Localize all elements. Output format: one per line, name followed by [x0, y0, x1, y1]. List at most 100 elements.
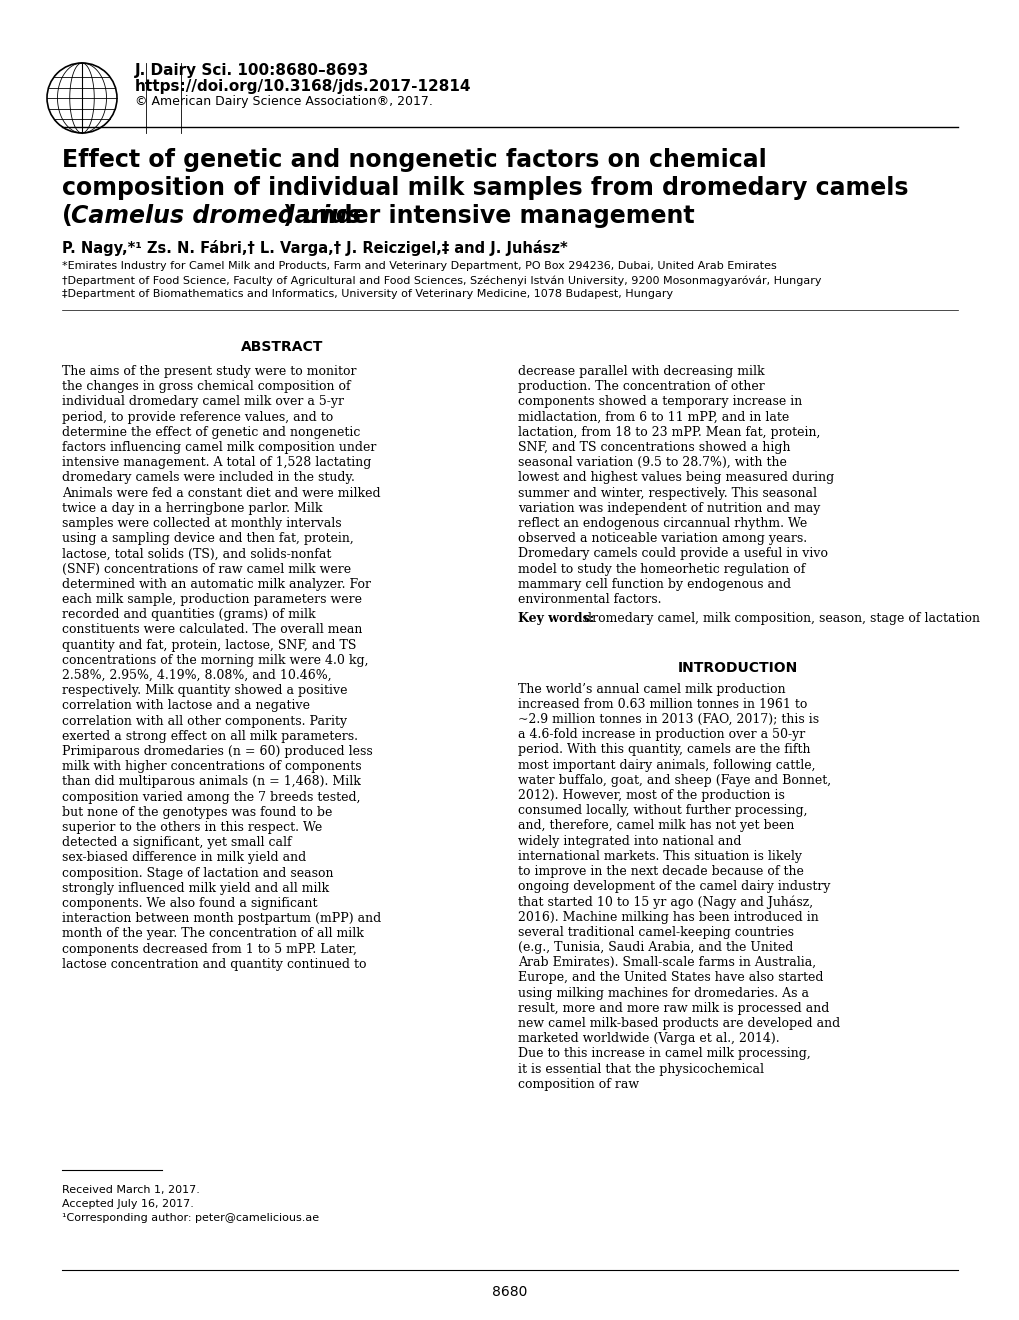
Text: https://doi.org/10.3168/jds.2017-12814: https://doi.org/10.3168/jds.2017-12814 [135, 79, 471, 94]
Text: 2016). Machine milking has been introduced in: 2016). Machine milking has been introduc… [518, 911, 818, 924]
Text: ) under intensive management: ) under intensive management [282, 205, 694, 228]
Text: Camelus dromedarius: Camelus dromedarius [71, 205, 361, 228]
Text: individual dromedary camel milk over a 5-yr: individual dromedary camel milk over a 5… [62, 396, 343, 408]
Text: milk with higher concentrations of components: milk with higher concentrations of compo… [62, 760, 362, 774]
Text: Received March 1, 2017.: Received March 1, 2017. [62, 1185, 200, 1195]
Text: twice a day in a herringbone parlor. Milk: twice a day in a herringbone parlor. Mil… [62, 502, 322, 515]
Text: determined with an automatic milk analyzer. For: determined with an automatic milk analyz… [62, 578, 371, 591]
Text: mammary cell function by endogenous and: mammary cell function by endogenous and [518, 578, 791, 591]
Text: 2.58%, 2.95%, 4.19%, 8.08%, and 10.46%,: 2.58%, 2.95%, 4.19%, 8.08%, and 10.46%, [62, 669, 331, 682]
Text: respectively. Milk quantity showed a positive: respectively. Milk quantity showed a pos… [62, 684, 347, 697]
Text: model to study the homeorhetic regulation of: model to study the homeorhetic regulatio… [518, 562, 805, 576]
Text: composition. Stage of lactation and season: composition. Stage of lactation and seas… [62, 867, 333, 879]
Text: quantity and fat, protein, lactose, SNF, and TS: quantity and fat, protein, lactose, SNF,… [62, 639, 356, 652]
Text: decrease parallel with decreasing milk: decrease parallel with decreasing milk [518, 366, 764, 378]
Text: †Department of Food Science, Faculty of Agricultural and Food Sciences, Szécheny: †Department of Food Science, Faculty of … [62, 275, 820, 285]
Text: J. Dairy Sci. 100:8680–8693: J. Dairy Sci. 100:8680–8693 [135, 63, 369, 78]
Text: production. The concentration of other: production. The concentration of other [518, 380, 764, 393]
Text: using a sampling device and then fat, protein,: using a sampling device and then fat, pr… [62, 532, 354, 545]
Text: composition varied among the 7 breeds tested,: composition varied among the 7 breeds te… [62, 791, 360, 804]
Text: dromedary camel, milk composition, season, stage of lactation: dromedary camel, milk composition, seaso… [580, 612, 979, 626]
Text: recorded and quantities (grams) of milk: recorded and quantities (grams) of milk [62, 609, 315, 622]
Text: interaction between month postpartum (mPP) and: interaction between month postpartum (mP… [62, 912, 381, 925]
Text: using milking machines for dromedaries. As a: using milking machines for dromedaries. … [518, 986, 808, 999]
Text: marketed worldwide (Varga et al., 2014).: marketed worldwide (Varga et al., 2014). [518, 1032, 779, 1045]
Text: components showed a temporary increase in: components showed a temporary increase i… [518, 396, 802, 408]
Text: (SNF) concentrations of raw camel milk were: (SNF) concentrations of raw camel milk w… [62, 562, 351, 576]
Text: the changes in gross chemical composition of: the changes in gross chemical compositio… [62, 380, 351, 393]
Text: midlactation, from 6 to 11 mPP, and in late: midlactation, from 6 to 11 mPP, and in l… [518, 411, 789, 424]
Text: concentrations of the morning milk were 4.0 kg,: concentrations of the morning milk were … [62, 653, 368, 667]
Text: ¹Corresponding author: peter@camelicious.ae: ¹Corresponding author: peter@camelicious… [62, 1213, 319, 1224]
Text: ongoing development of the camel dairy industry: ongoing development of the camel dairy i… [518, 880, 829, 894]
Text: INTRODUCTION: INTRODUCTION [678, 660, 797, 675]
Text: SNF, and TS concentrations showed a high: SNF, and TS concentrations showed a high [518, 441, 790, 454]
Text: seasonal variation (9.5 to 28.7%), with the: seasonal variation (9.5 to 28.7%), with … [518, 457, 786, 469]
Text: observed a noticeable variation among years.: observed a noticeable variation among ye… [518, 532, 806, 545]
Text: © American Dairy Science Association®, 2017.: © American Dairy Science Association®, 2… [135, 95, 432, 108]
Text: summer and winter, respectively. This seasonal: summer and winter, respectively. This se… [518, 487, 816, 499]
Text: correlation with all other components. Parity: correlation with all other components. P… [62, 714, 346, 727]
Text: determine the effect of genetic and nongenetic: determine the effect of genetic and nong… [62, 426, 360, 438]
Text: month of the year. The concentration of all milk: month of the year. The concentration of … [62, 928, 364, 940]
Text: period. With this quantity, camels are the fifth: period. With this quantity, camels are t… [518, 743, 810, 756]
Text: composition of raw: composition of raw [518, 1078, 639, 1090]
Text: Accepted July 16, 2017.: Accepted July 16, 2017. [62, 1199, 194, 1209]
Text: 2012). However, most of the production is: 2012). However, most of the production i… [518, 789, 784, 803]
Text: widely integrated into national and: widely integrated into national and [518, 834, 741, 847]
Text: and, therefore, camel milk has not yet been: and, therefore, camel milk has not yet b… [518, 820, 794, 833]
Text: Key words:: Key words: [518, 612, 594, 626]
Text: most important dairy animals, following cattle,: most important dairy animals, following … [518, 759, 815, 772]
Text: Arab Emirates). Small-scale farms in Australia,: Arab Emirates). Small-scale farms in Aus… [518, 956, 815, 969]
Text: ~2.9 million tonnes in 2013 (FAO, 2017); this is: ~2.9 million tonnes in 2013 (FAO, 2017);… [518, 713, 818, 726]
Text: lactose, total solids (TS), and solids-nonfat: lactose, total solids (TS), and solids-n… [62, 548, 331, 561]
Text: constituents were calculated. The overall mean: constituents were calculated. The overal… [62, 623, 362, 636]
Text: that started 10 to 15 yr ago (Nagy and Juhász,: that started 10 to 15 yr ago (Nagy and J… [518, 895, 812, 909]
Text: intensive management. A total of 1,528 lactating: intensive management. A total of 1,528 l… [62, 457, 371, 469]
Text: components decreased from 1 to 5 mPP. Later,: components decreased from 1 to 5 mPP. La… [62, 942, 357, 956]
Text: ABSTRACT: ABSTRACT [240, 341, 323, 354]
Text: but none of the genotypes was found to be: but none of the genotypes was found to b… [62, 805, 332, 818]
Text: result, more and more raw milk is processed and: result, more and more raw milk is proces… [518, 1002, 828, 1015]
Text: exerted a strong effect on all milk parameters.: exerted a strong effect on all milk para… [62, 730, 358, 743]
Text: (e.g., Tunisia, Saudi Arabia, and the United: (e.g., Tunisia, Saudi Arabia, and the Un… [518, 941, 793, 954]
Text: The world’s annual camel milk production: The world’s annual camel milk production [518, 682, 785, 696]
Text: environmental factors.: environmental factors. [518, 593, 661, 606]
Text: superior to the others in this respect. We: superior to the others in this respect. … [62, 821, 322, 834]
Text: P. Nagy,*¹ Zs. N. Fábri,† L. Varga,† J. Reiczigel,‡ and J. Juhász*: P. Nagy,*¹ Zs. N. Fábri,† L. Varga,† J. … [62, 240, 568, 256]
Text: to improve in the next decade because of the: to improve in the next decade because of… [518, 865, 803, 878]
Text: several traditional camel-keeping countries: several traditional camel-keeping countr… [518, 925, 793, 939]
Text: consumed locally, without further processing,: consumed locally, without further proces… [518, 804, 807, 817]
Text: ‡Department of Biomathematics and Informatics, University of Veterinary Medicine: ‡Department of Biomathematics and Inform… [62, 289, 673, 300]
Text: (: ( [62, 205, 72, 228]
Text: strongly influenced milk yield and all milk: strongly influenced milk yield and all m… [62, 882, 329, 895]
Text: variation was independent of nutrition and may: variation was independent of nutrition a… [518, 502, 819, 515]
Text: components. We also found a significant: components. We also found a significant [62, 898, 317, 909]
Text: lowest and highest values being measured during: lowest and highest values being measured… [518, 471, 834, 484]
Text: Due to this increase in camel milk processing,: Due to this increase in camel milk proce… [518, 1047, 810, 1060]
Text: factors influencing camel milk composition under: factors influencing camel milk compositi… [62, 441, 376, 454]
Text: The aims of the present study were to monitor: The aims of the present study were to mo… [62, 366, 357, 378]
Text: Primiparous dromedaries (n = 60) produced less: Primiparous dromedaries (n = 60) produce… [62, 744, 372, 758]
Text: lactose concentration and quantity continued to: lactose concentration and quantity conti… [62, 958, 366, 970]
Text: Europe, and the United States have also started: Europe, and the United States have also … [518, 972, 822, 985]
Text: detected a significant, yet small calf: detected a significant, yet small calf [62, 836, 291, 849]
Text: dromedary camels were included in the study.: dromedary camels were included in the st… [62, 471, 355, 484]
Text: a 4.6-fold increase in production over a 50-yr: a 4.6-fold increase in production over a… [518, 729, 804, 742]
Text: Effect of genetic and nongenetic factors on chemical: Effect of genetic and nongenetic factors… [62, 148, 766, 172]
Text: each milk sample, production parameters were: each milk sample, production parameters … [62, 593, 362, 606]
Text: reflect an endogenous circannual rhythm. We: reflect an endogenous circannual rhythm.… [518, 517, 806, 531]
Text: 8680: 8680 [492, 1284, 527, 1299]
Text: period, to provide reference values, and to: period, to provide reference values, and… [62, 411, 333, 424]
Text: composition of individual milk samples from dromedary camels: composition of individual milk samples f… [62, 176, 908, 201]
Text: correlation with lactose and a negative: correlation with lactose and a negative [62, 700, 310, 713]
Text: it is essential that the physicochemical: it is essential that the physicochemical [518, 1063, 763, 1076]
Text: Dromedary camels could provide a useful in vivo: Dromedary camels could provide a useful … [518, 548, 827, 561]
Text: samples were collected at monthly intervals: samples were collected at monthly interv… [62, 517, 341, 531]
Text: *Emirates Industry for Camel Milk and Products, Farm and Veterinary Department, : *Emirates Industry for Camel Milk and Pr… [62, 261, 776, 271]
Text: Animals were fed a constant diet and were milked: Animals were fed a constant diet and wer… [62, 487, 380, 499]
Text: new camel milk-based products are developed and: new camel milk-based products are develo… [518, 1016, 840, 1030]
Text: international markets. This situation is likely: international markets. This situation is… [518, 850, 801, 863]
Text: water buffalo, goat, and sheep (Faye and Bonnet,: water buffalo, goat, and sheep (Faye and… [518, 774, 830, 787]
Text: than did multiparous animals (n = 1,468). Milk: than did multiparous animals (n = 1,468)… [62, 775, 361, 788]
